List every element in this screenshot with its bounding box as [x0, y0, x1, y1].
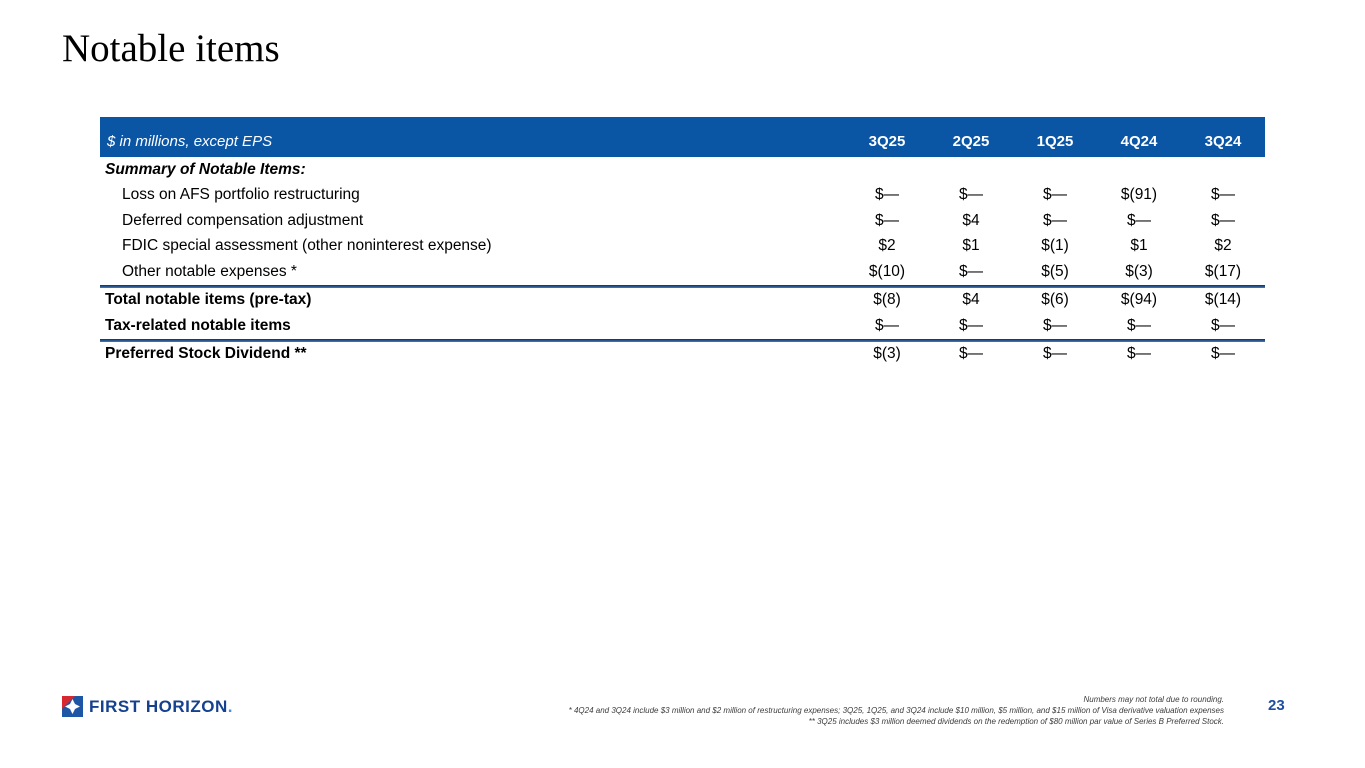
row-value: $— [1210, 316, 1236, 334]
row-value: $— [874, 316, 900, 334]
table-row-tax-related: Tax-related notable items $— $— $— $— $— [100, 313, 1265, 339]
row-value: $(14) [1204, 291, 1242, 309]
column-header-3q24: 3Q24 [1204, 133, 1242, 150]
first-horizon-logo-icon [62, 696, 83, 717]
row-value: $1 [962, 237, 980, 255]
row-value: $(1) [1041, 237, 1069, 255]
row-value: $— [1210, 345, 1236, 363]
table-row: Loss on AFS portfolio restructuring $— $… [100, 183, 1265, 209]
row-value: $4 [962, 291, 980, 309]
row-value: $— [1210, 211, 1236, 229]
row-value: $(10) [868, 262, 906, 280]
row-value: $(3) [1125, 262, 1153, 280]
row-value: $— [1126, 316, 1152, 334]
table-section-header: Summary of Notable Items: [100, 157, 1265, 183]
column-header-1q25: 1Q25 [1036, 133, 1074, 150]
row-value: $(5) [1041, 262, 1069, 280]
row-label: Loss on AFS portfolio restructuring [122, 186, 360, 204]
row-value: $(17) [1204, 262, 1242, 280]
table-row-preferred-dividend: Preferred Stock Dividend ** $(3) $— $— $… [100, 342, 1265, 368]
row-value: $2 [878, 237, 896, 255]
row-value: $— [958, 186, 984, 204]
column-header-2q25: 2Q25 [952, 133, 990, 150]
row-value: $— [958, 345, 984, 363]
row-label: Total notable items (pre-tax) [105, 291, 312, 309]
table-row: Deferred compensation adjustment $— $4 $… [100, 208, 1265, 234]
row-value: $— [1042, 211, 1068, 229]
table-divider-line [100, 284, 1265, 288]
row-label: FDIC special assessment (other nonintere… [122, 237, 492, 255]
row-value: $— [1126, 211, 1152, 229]
first-horizon-logo: FIRST HORIZON. [62, 696, 233, 717]
row-value: $— [1126, 345, 1152, 363]
row-label: Other notable expenses * [122, 262, 297, 280]
table-row-total: Total notable items (pre-tax) $(8) $4 $(… [100, 288, 1265, 314]
row-value: $2 [1214, 237, 1232, 255]
row-label: Deferred compensation adjustment [122, 211, 364, 229]
table-unit-label: $ in millions, except EPS [107, 133, 273, 150]
row-value: $— [874, 211, 900, 229]
logo-period: . [227, 696, 233, 716]
footnotes: Numbers may not total due to rounding. *… [544, 695, 1224, 727]
table-row: FDIC special assessment (other nonintere… [100, 234, 1265, 260]
row-label: Preferred Stock Dividend ** [105, 345, 307, 363]
row-label: Tax-related notable items [105, 316, 291, 334]
page-title: Notable items [62, 27, 280, 70]
row-value: $(94) [1120, 291, 1158, 309]
row-value: $— [958, 316, 984, 334]
row-value: $(6) [1041, 291, 1069, 309]
table-header-row: $ in millions, except EPS 3Q25 2Q25 1Q25… [100, 117, 1265, 157]
page-number: 23 [1268, 697, 1285, 714]
row-value: $4 [962, 211, 980, 229]
row-value: $(91) [1120, 186, 1158, 204]
row-value: $1 [1130, 237, 1148, 255]
notable-items-table: $ in millions, except EPS 3Q25 2Q25 1Q25… [100, 117, 1265, 367]
section-header-label: Summary of Notable Items: [105, 160, 306, 178]
column-header-3q25: 3Q25 [868, 133, 906, 150]
column-header-4q24: 4Q24 [1120, 133, 1158, 150]
footnote-asterisk: * 4Q24 and 3Q24 include $3 million and $… [568, 705, 1224, 715]
row-value: $(8) [873, 291, 901, 309]
row-value: $— [958, 262, 984, 280]
first-horizon-logo-text: FIRST HORIZON. [89, 696, 233, 716]
table-row: Other notable expenses * $(10) $— $(5) $… [100, 259, 1265, 285]
footnote-double-asterisk: ** 3Q25 includes $3 million deemed divid… [808, 716, 1224, 726]
row-value: $— [1042, 345, 1068, 363]
row-value: $— [1042, 316, 1068, 334]
table-divider-line [100, 338, 1265, 342]
row-value: $— [1042, 186, 1068, 204]
row-value: $— [1210, 186, 1236, 204]
row-value: $(3) [873, 345, 901, 363]
footnote-rounding: Numbers may not total due to rounding. [1083, 695, 1224, 704]
row-value: $— [874, 186, 900, 204]
